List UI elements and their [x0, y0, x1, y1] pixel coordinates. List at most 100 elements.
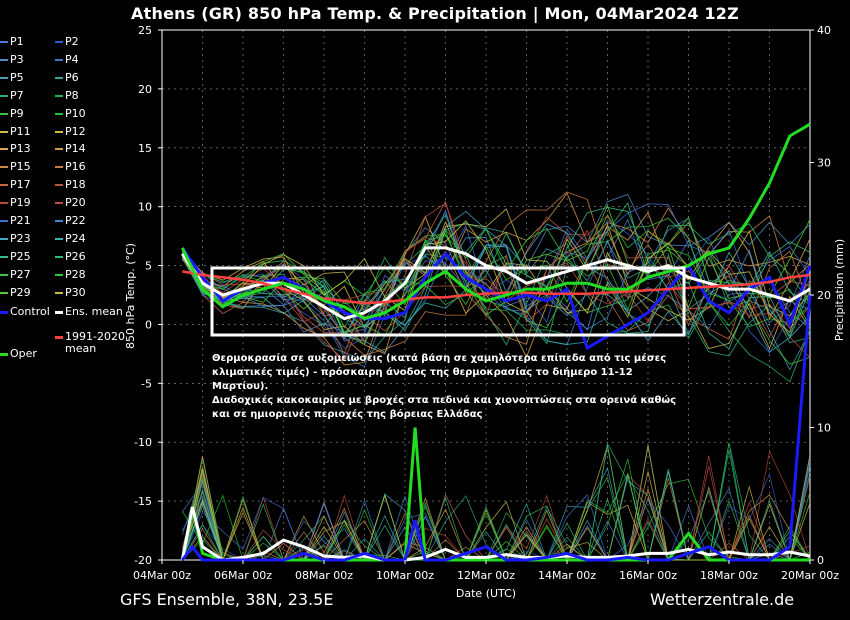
y-tick-label: -15: [134, 495, 152, 508]
legend-item: P28: [55, 267, 86, 283]
y-tick-label: 25: [138, 24, 152, 37]
legend-item: P18: [55, 177, 86, 193]
precip-series-ens-mean: [180, 506, 811, 562]
legend-item: P20: [55, 195, 86, 211]
legend-swatch: [55, 273, 63, 276]
legend-item: P23: [0, 231, 31, 247]
legend-label: P5: [10, 70, 24, 84]
legend-item: P29: [0, 285, 31, 301]
y-tick-label: 10: [138, 201, 152, 214]
legend-label: Oper: [10, 347, 37, 360]
legend-label: P6: [65, 70, 79, 84]
legend-label: P12: [65, 124, 86, 138]
legend-label: P17: [10, 178, 31, 192]
axis-layer: 25 20 15 10 5 0 -5 -10 -15 -20 40 30 20 10 0 04Mar 00z 0…: [133, 24, 839, 582]
legend-item: P15: [0, 159, 31, 175]
ensemble-member-line: [181, 216, 811, 327]
legend-label: P9: [10, 106, 24, 120]
legend-swatch: [55, 148, 63, 151]
legend-swatch: [55, 310, 63, 314]
legend-swatch: [0, 184, 8, 187]
legend-label: Control: [10, 305, 50, 318]
legend-item: P30: [55, 285, 86, 301]
chart-title: Athens (GR) 850 hPa Temp. & Precipitatio…: [131, 4, 739, 23]
y2-tick-label: 0: [817, 554, 824, 567]
legend-swatch: [0, 76, 8, 79]
legend-swatch: [0, 202, 8, 205]
legend-swatch: [55, 112, 63, 115]
temp-series-control: [181, 247, 812, 351]
annotation-line-1: Θερμοκρασία σε αυξομειώσεις (κατά βάση σ…: [212, 353, 667, 392]
legend-swatch: [0, 130, 8, 133]
legend-label: P28: [65, 267, 86, 281]
legend-item: P4: [55, 52, 79, 68]
grid-layer: [162, 30, 810, 560]
legend-swatch: [55, 94, 63, 97]
legend-swatch: [0, 166, 8, 169]
footer-model-info: GFS Ensemble, 38N, 23.5E: [120, 590, 334, 609]
legend-item: P12: [55, 124, 86, 140]
annotation-line-2: Διαδοχικές κακοκαιρίες με βροχές στα πεδ…: [212, 395, 677, 420]
temp-series-1991-2020-mean: [182, 270, 811, 305]
y2-axis-label: Precipitation (mm): [833, 239, 846, 341]
legend-swatch: [0, 310, 8, 314]
legend-item: P16: [55, 159, 86, 175]
legend-swatch: [55, 130, 63, 133]
legend-item: Control: [0, 304, 50, 320]
legend-swatch: [55, 76, 63, 79]
x-tick-label: 16Mar 00z: [619, 569, 677, 582]
legend-item: P2: [55, 34, 79, 50]
legend-item: P6: [55, 70, 79, 86]
x-tick-label: 08Mar 00z: [295, 569, 353, 582]
y2-tick-label: 40: [817, 24, 831, 37]
legend-swatch: [0, 148, 8, 151]
legend-item: P7: [0, 88, 24, 104]
ensemble-member-line: [181, 204, 811, 337]
legend-label: P23: [10, 231, 31, 245]
legend-swatch: [0, 291, 8, 294]
y-axis-label: 850 hPa Temp. (°C): [124, 243, 137, 349]
legend-swatch: [55, 202, 63, 205]
legend-item: P24: [55, 231, 86, 247]
precip-series-control: [181, 294, 812, 562]
legend-item: P22: [55, 213, 86, 229]
y-tick-label: 15: [138, 142, 152, 155]
legend-label: P20: [65, 196, 86, 210]
y-tick-label: 0: [145, 318, 152, 331]
legend-item: P14: [55, 141, 86, 157]
legend-item: P11: [0, 124, 31, 140]
legend-label: P4: [65, 52, 79, 66]
y2-tick-label: 30: [817, 157, 831, 170]
legend-swatch: [55, 255, 63, 258]
legend-swatch: [55, 166, 63, 169]
legend-label: P1: [10, 35, 24, 48]
legend-swatch: [55, 58, 63, 61]
legend-label: 1991-2020 mean: [65, 330, 125, 355]
x-tick-label: 06Mar 00z: [214, 569, 272, 582]
legend-item: 1991-2020 mean: [55, 331, 135, 355]
x-tick-label: 18Mar 00z: [700, 569, 758, 582]
legend-label: P19: [10, 196, 31, 210]
legend-item: Oper: [0, 346, 37, 362]
legend-swatch: [0, 58, 8, 61]
x-tick-label: 20Mar 00z: [781, 569, 839, 582]
legend-item: P1: [0, 34, 24, 50]
legend-swatch: [55, 237, 63, 240]
annotation-text: Θερμοκρασία σε αυξομειώσεις (κατά βάση σ…: [212, 352, 692, 422]
legend-label: P10: [65, 106, 86, 120]
legend-swatch: [0, 255, 8, 258]
legend-item: P26: [55, 249, 86, 265]
legend-label: P21: [10, 214, 31, 227]
legend-item: P21: [0, 213, 31, 229]
legend-label: P7: [10, 88, 24, 102]
legend-label: P15: [10, 160, 31, 174]
x-tick-label: 04Mar 00z: [133, 569, 191, 582]
y2-tick-label: 10: [817, 422, 831, 435]
y-tick-label: -10: [134, 436, 152, 449]
ensemble-member-line: [181, 201, 811, 345]
legend-item: P3: [0, 52, 24, 68]
legend-label: P11: [10, 124, 31, 138]
annotation-box: [210, 266, 686, 337]
ensemble-member-line: [181, 217, 811, 346]
